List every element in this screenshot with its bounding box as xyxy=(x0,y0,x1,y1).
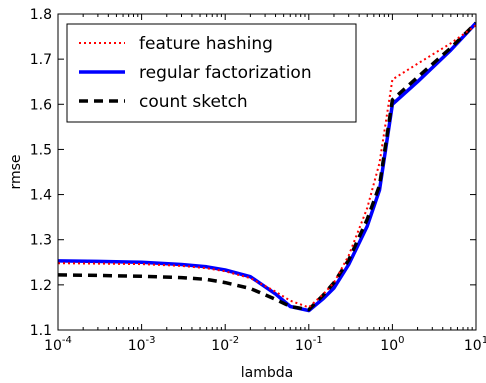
series-line-count-sketch xyxy=(58,21,476,312)
series-layer xyxy=(58,21,476,313)
y-axis: 1.1 1.2 1.3 1.4 1.5 1.6 1.7 1.8 xyxy=(30,7,476,339)
x-tick-label: 10-3 xyxy=(128,335,156,354)
y-tick-label: 1.3 xyxy=(30,233,52,249)
y-tick-label: 1.6 xyxy=(30,97,52,113)
legend: feature hashing regular factorization coun… xyxy=(66,23,357,123)
y-tick-label: 1.1 xyxy=(30,323,52,339)
x-tick-label: 100 xyxy=(380,335,404,354)
plot-frame xyxy=(57,13,477,331)
x-axis-title: lambda xyxy=(241,365,293,381)
y-tick-label: 1.5 xyxy=(30,142,52,158)
x-tick-label: 10-4 xyxy=(44,335,72,354)
x-tick-label: 10-1 xyxy=(295,335,323,354)
y-tick-label: 1.8 xyxy=(30,7,52,23)
x-axis: 10-4 10-3 10-2 10-1 100 101 xyxy=(44,14,486,354)
legend-label-regular-factorization: regular factorization xyxy=(139,63,312,83)
y-tick-label: 1.2 xyxy=(30,278,52,294)
legend-label-count-sketch: count sketch xyxy=(139,92,248,112)
x-tick-label: 10-2 xyxy=(211,335,239,354)
legend-label-feature-hashing: feature hashing xyxy=(139,34,273,54)
y-tick-label: 1.4 xyxy=(30,188,52,204)
y-tick-label: 1.7 xyxy=(30,52,52,68)
x-tick-label: 101 xyxy=(464,335,486,354)
y-axis-title: rmse xyxy=(8,154,24,189)
